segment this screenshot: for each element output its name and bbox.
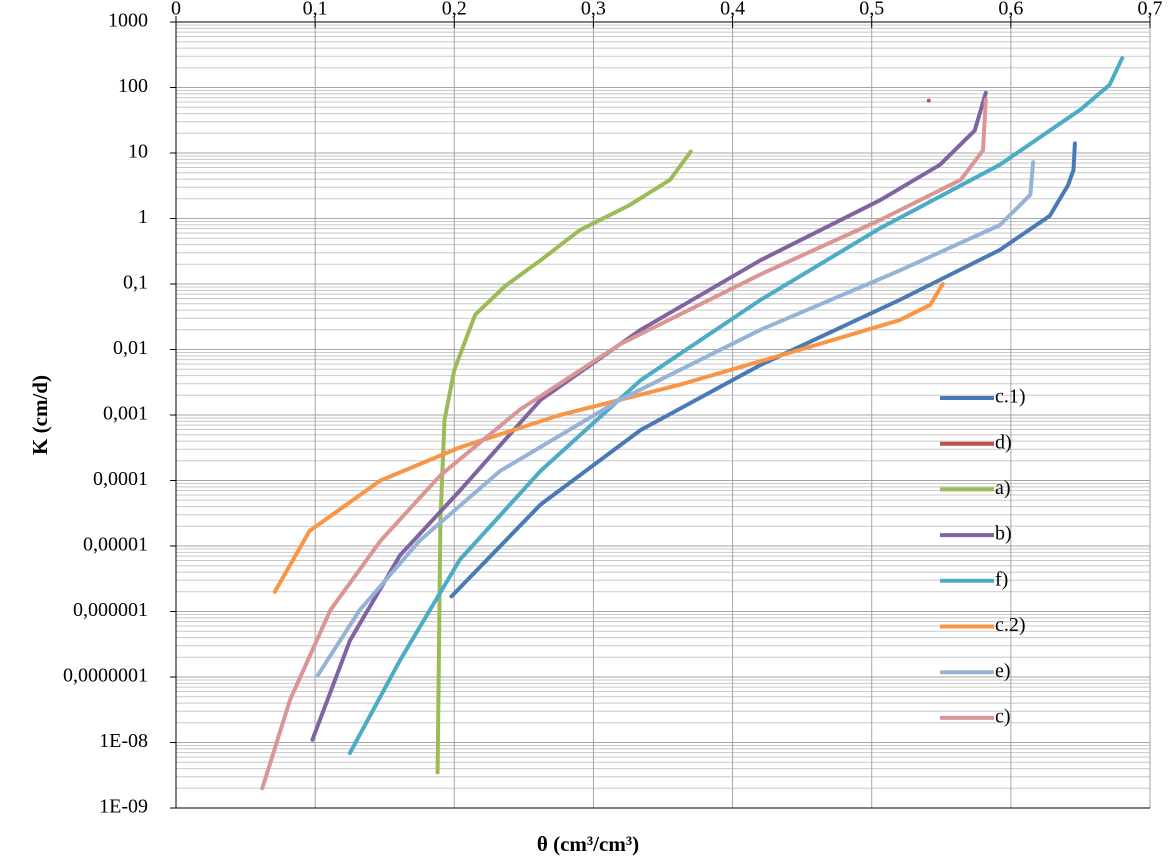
x-tick-label: 0,2 [442,0,467,20]
y-tick-label: 1000 [108,10,148,32]
legend-label: e) [995,660,1011,682]
y-tick-label: 0,0000001 [63,665,148,687]
x-tick-label: 0,1 [303,0,328,20]
x-tick-label: 0 [171,0,181,20]
y-tick-label: 1 [138,206,148,228]
series-line [347,56,1125,756]
series-line [310,90,988,742]
x-tick-label: 0,3 [581,0,606,20]
y-tick-label: 0,01 [113,337,148,359]
series-line [315,160,1036,678]
y-tick-label: 0,0001 [93,468,148,490]
legend-label: a) [995,477,1011,499]
x-tick-label: 0,5 [859,0,884,20]
y-tick-label: 0,1 [123,272,148,294]
legend-label: c) [995,705,1011,727]
y-tick-label: 100 [118,75,148,97]
y-axis-label: K (cm/d) [28,375,52,455]
legend-label: c.2) [995,614,1026,636]
y-tick-label: 1E-08 [99,730,148,752]
legend-label: c.1) [995,386,1026,408]
y-tick-label: 1E-09 [99,796,148,818]
y-tick-label: 0,000001 [73,599,148,621]
x-tick-label: 0,4 [720,0,745,20]
y-tick-label: 0,001 [103,403,148,425]
legend-label: f) [995,568,1008,590]
legend-label: d) [995,431,1012,453]
y-tick-label: 0,00001 [83,534,148,556]
legend-label: b) [995,523,1012,545]
series-line [449,141,1077,599]
series-line [260,97,988,791]
x-tick-label: 0,6 [998,0,1023,20]
x-axis-label: θ (cm³/cm³) [537,832,639,856]
y-tick-label: 10 [128,141,148,163]
x-tick-label: 0,7 [1138,0,1163,20]
